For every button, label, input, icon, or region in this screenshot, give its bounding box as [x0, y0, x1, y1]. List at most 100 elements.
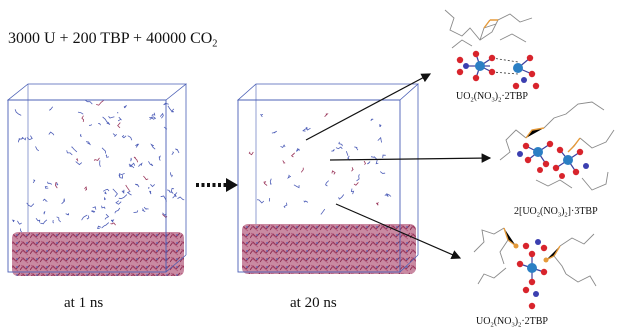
tbp-molecule: [149, 117, 156, 120]
tbp-molecule: [81, 214, 88, 221]
tbp-molecule: [42, 198, 48, 202]
tbp-molecule: [123, 105, 127, 109]
tbp-molecule: [91, 210, 96, 213]
tbp-molecules: [248, 113, 392, 215]
tbp-molecule: [263, 181, 268, 186]
tbp-molecule: [110, 222, 116, 226]
complex-label-3: UO2(NO3)2·2TBP: [476, 316, 548, 329]
tbp-molecule: [102, 188, 110, 192]
tbp-molecule: [105, 154, 110, 158]
tbp-molecule: [379, 124, 382, 128]
tbp-molecule: [104, 213, 110, 220]
tbp-molecule: [379, 171, 386, 175]
tbp-molecule: [47, 181, 53, 185]
tbp-molecule: [11, 219, 15, 223]
tbp-molecule: [127, 135, 133, 141]
tbp-molecule: [377, 136, 382, 143]
tbp-molecule: [92, 206, 97, 210]
tbp-molecule: [170, 187, 175, 194]
tbp-molecule: [143, 206, 149, 210]
tbp-molecule: [71, 146, 78, 153]
complex-structure-2: [499, 101, 615, 191]
system-composition-title: 3000 U + 200 TBP + 40000 CO2: [8, 30, 218, 50]
box-front-face: [237, 99, 401, 273]
tbp-molecule: [75, 161, 83, 166]
tbp-molecule: [177, 196, 185, 201]
tbp-molecule: [65, 213, 69, 216]
tbp-molecule: [18, 138, 21, 143]
tbp-molecule: [35, 218, 41, 223]
tbp-molecule: [35, 146, 40, 152]
tbp-molecule: [159, 112, 164, 119]
tbp-molecule: [366, 161, 371, 165]
tbp-molecule: [257, 199, 265, 204]
box-edge: [399, 254, 419, 273]
tbp-molecule: [150, 143, 156, 150]
tbp-molecule: [114, 207, 121, 214]
snapshot-box-1ns: [6, 83, 188, 276]
tbp-molecule: [66, 150, 73, 156]
complex-structure-3: [473, 227, 597, 310]
tbp-molecule: [130, 157, 132, 162]
tbp-molecule: [61, 198, 65, 205]
tbp-molecule: [175, 148, 180, 154]
tbp-molecule: [282, 160, 286, 164]
tbp-molecule: [108, 116, 115, 119]
tbp-molecule: [375, 202, 379, 206]
tbp-molecule: [301, 167, 304, 173]
tbp-molecule: [126, 190, 132, 196]
tbp-molecule: [287, 174, 292, 179]
tbp-molecule: [158, 155, 161, 161]
tbp-molecule: [248, 151, 254, 156]
tbp-molecule: [101, 222, 110, 229]
tbp-molecule: [296, 147, 300, 152]
tbp-molecule: [167, 105, 173, 112]
tbp-molecule: [354, 146, 359, 151]
tbp-molecule: [386, 193, 392, 197]
tbp-molecule: [148, 161, 154, 167]
tbp-molecule: [97, 225, 102, 229]
tbp-molecule: [104, 191, 107, 195]
tbp-molecule: [290, 152, 295, 158]
time-progression-arrow: [196, 178, 238, 192]
tbp-molecule: [18, 138, 23, 140]
tbp-molecule: [149, 116, 157, 119]
tbp-molecule: [84, 99, 93, 105]
tbp-molecule: [133, 210, 139, 213]
tbp-molecule: [382, 154, 386, 158]
tbp-molecule: [370, 156, 378, 160]
tbp-molecule: [118, 194, 128, 200]
tbp-molecule: [331, 170, 336, 175]
tbp-molecule: [148, 187, 150, 189]
tbp-molecule: [271, 130, 278, 134]
tbp-molecule: [260, 113, 264, 118]
tbp-molecule: [44, 186, 49, 189]
tbp-molecule: [163, 102, 169, 106]
tbp-molecule: [86, 215, 90, 220]
tbp-molecule: [133, 156, 139, 163]
tbp-molecule: [115, 200, 122, 205]
tbp-molecule: [104, 196, 107, 201]
snapshot-caption-20ns: at 20 ns: [290, 295, 337, 311]
tbp-molecule: [106, 121, 111, 125]
complex-structure-1: [444, 9, 540, 90]
box-top-face: [6, 83, 188, 101]
box-edge: [165, 254, 187, 273]
tbp-molecule: [93, 157, 100, 161]
arrow-to-complex-1: [305, 73, 432, 141]
tbp-molecule: [172, 192, 178, 199]
tbp-molecule: [143, 175, 149, 181]
tbp-molecule: [338, 194, 345, 200]
tbp-molecule: [280, 144, 286, 149]
tbp-molecule: [170, 108, 175, 113]
tbp-molecule: [110, 219, 115, 223]
tbp-molecule: [76, 158, 79, 162]
tbp-molecule: [112, 133, 117, 137]
tbp-molecule: [268, 198, 271, 202]
tbp-molecule: [293, 184, 300, 189]
tbp-molecule: [171, 151, 175, 156]
tbp-molecule: [350, 188, 355, 195]
tbp-molecule: [128, 163, 133, 168]
tbp-molecule: [141, 208, 146, 212]
tbp-molecule: [102, 116, 109, 123]
